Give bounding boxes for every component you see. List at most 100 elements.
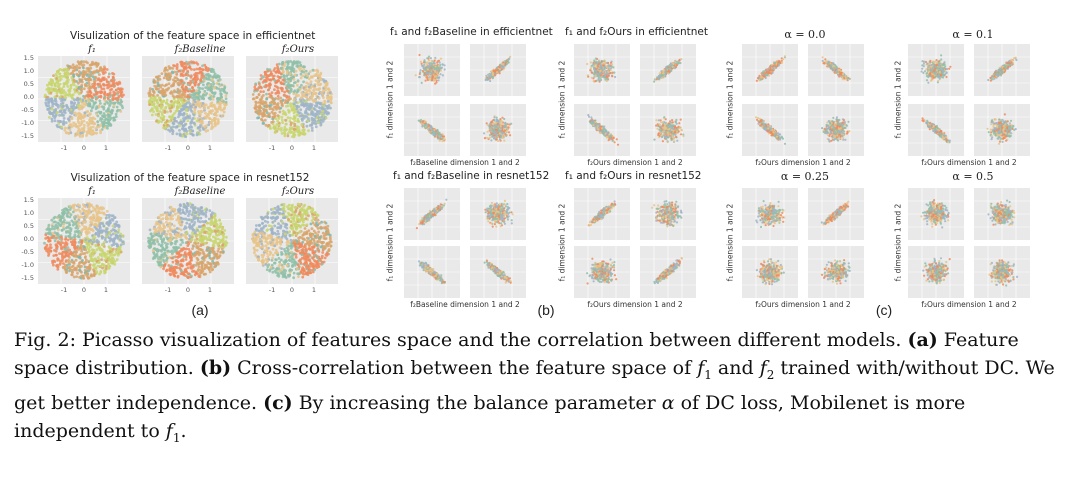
scatter-point	[91, 82, 94, 86]
scatter-point	[99, 85, 103, 89]
scatter-point	[57, 235, 60, 239]
scatter-point	[162, 267, 165, 271]
scatter-point	[82, 105, 85, 109]
scatter-point	[68, 128, 72, 132]
scatter-point	[88, 249, 91, 253]
scatter-point	[188, 209, 192, 213]
scatter-point	[66, 254, 70, 258]
scatter-point	[77, 208, 80, 212]
scatter-point	[205, 221, 209, 225]
ytick: -1.5	[21, 132, 34, 140]
scatter-point	[89, 63, 93, 67]
scatter-point	[288, 230, 291, 234]
scatter-point	[213, 121, 217, 125]
scatter-point	[173, 64, 177, 68]
scatter-point	[72, 102, 76, 106]
scatter-point	[80, 63, 84, 67]
scatter-point	[148, 228, 152, 232]
scatter-point	[52, 263, 55, 267]
scatter-point	[158, 110, 162, 113]
scatter-point	[195, 95, 198, 99]
scatter-point	[64, 237, 68, 240]
scatter-point	[281, 61, 284, 65]
scatter-point	[83, 114, 87, 118]
scatter-point	[59, 88, 63, 91]
scatter-point	[169, 264, 173, 268]
scatter-point	[63, 110, 66, 114]
scatter-point	[312, 88, 316, 92]
scatter-point	[268, 269, 272, 273]
scatter-point	[206, 73, 210, 77]
scatter-point	[195, 78, 199, 82]
scatter-point	[78, 128, 81, 132]
scatter-point	[115, 251, 119, 255]
scatter-point	[103, 251, 107, 255]
scatter-point	[184, 241, 188, 245]
scatter-point	[276, 229, 280, 233]
scatter-point	[317, 79, 320, 82]
scatter-point	[313, 119, 317, 123]
scatter-point	[112, 118, 116, 122]
scatter-point	[115, 105, 119, 109]
scatter-point	[225, 235, 228, 239]
scatter-point	[316, 88, 320, 91]
ytick: -1.5	[21, 274, 34, 282]
scatter-point	[211, 235, 215, 239]
scatter-point	[182, 118, 186, 122]
scatter-point	[102, 212, 106, 216]
scatter-point	[207, 82, 211, 85]
scatter-point	[320, 220, 323, 224]
scatter-point	[73, 238, 77, 241]
scatter-point	[187, 247, 191, 251]
scatter-point	[97, 260, 101, 264]
scatter-point	[47, 97, 51, 101]
scatter-point	[211, 240, 215, 243]
scatter-point	[214, 236, 217, 240]
scatter-point	[100, 87, 104, 91]
scatter-point	[179, 243, 183, 247]
scatter-point	[71, 210, 75, 214]
scatter-point	[154, 233, 158, 237]
scatter-point	[53, 227, 56, 231]
scatter-point	[220, 114, 224, 118]
scatter-point	[175, 73, 179, 76]
scatter-point	[303, 75, 307, 79]
scatter-point	[190, 233, 194, 237]
scatter-point	[181, 124, 185, 128]
scatter-point	[79, 276, 83, 280]
scatter-point	[117, 250, 121, 253]
scatter-point	[50, 117, 54, 121]
scatter-point	[277, 232, 280, 236]
scatter-point	[193, 91, 197, 94]
scatter-point	[79, 243, 83, 247]
scatter-point	[220, 98, 224, 102]
scatter-point	[107, 122, 111, 126]
scatter-point	[119, 250, 123, 254]
scatter-point	[148, 89, 152, 93]
scatter-point	[45, 104, 49, 108]
scatter-point	[60, 235, 63, 239]
scatter-point	[101, 78, 105, 81]
scatter-point	[46, 227, 50, 231]
scatter-point	[272, 112, 275, 116]
scatter-point	[153, 105, 157, 109]
scatter-point	[180, 121, 183, 125]
scatter-point	[91, 121, 95, 124]
plot-a-eff-f2base	[142, 56, 234, 142]
scatter-point	[155, 230, 159, 233]
scatter-point	[209, 104, 213, 108]
scatter-point	[65, 221, 69, 225]
scatter-point	[270, 258, 274, 262]
scatter-point	[85, 229, 89, 233]
scatter-point	[92, 86, 96, 90]
scatter-point	[216, 255, 220, 259]
scatter-point	[182, 81, 186, 85]
scatter-point	[162, 76, 166, 80]
scatter-point	[101, 235, 105, 239]
scatter-point	[178, 250, 182, 253]
scatter-point	[266, 220, 270, 224]
scatter-point	[82, 123, 86, 127]
scatter-point	[285, 94, 289, 98]
scatter-point	[192, 110, 196, 114]
scatter-point	[319, 102, 322, 106]
